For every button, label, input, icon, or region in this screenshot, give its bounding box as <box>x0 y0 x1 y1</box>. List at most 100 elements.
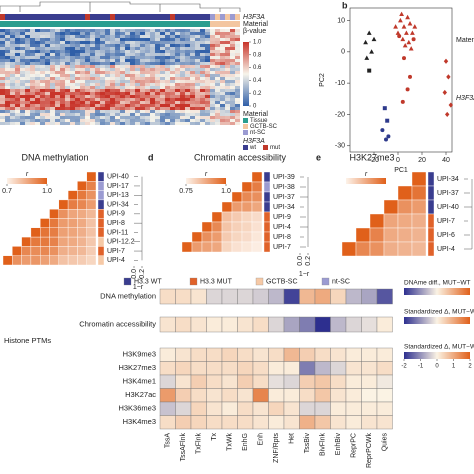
heatmap-cell <box>5 29 10 32</box>
heatmap-cell <box>50 80 55 83</box>
heatmap-cell <box>145 116 150 119</box>
heatmap-cell <box>125 32 130 35</box>
heatmap-cell <box>70 89 75 92</box>
heatmap-cell <box>220 74 225 77</box>
heatmap-cell <box>40 116 45 119</box>
heatmap-cell <box>175 35 180 38</box>
heatmap-cell <box>230 41 235 44</box>
heatmap-cell <box>220 38 225 41</box>
heatmap-cell <box>140 35 145 38</box>
heatmap-cell <box>159 288 176 305</box>
heatmap-cell <box>130 41 135 44</box>
correlation-cell <box>355 241 371 257</box>
plot-frame <box>349 7 453 153</box>
heatmap-cell <box>155 47 160 50</box>
heatmap-cell <box>65 56 70 59</box>
heatmap-cell <box>125 53 130 56</box>
correlation-cell <box>397 227 413 243</box>
heatmap-cell <box>237 316 254 333</box>
legend-label: GCTB-SC <box>266 278 298 285</box>
heatmap-cell <box>195 56 200 59</box>
heatmap-cell <box>155 32 160 35</box>
heatmap-cell <box>160 56 165 59</box>
heatmap-cell <box>160 95 165 98</box>
heatmap-cell <box>115 68 120 71</box>
heatmap-cell <box>95 98 100 101</box>
panel-letter: b <box>342 0 348 10</box>
point <box>386 134 391 139</box>
heatmap-cell <box>5 71 10 74</box>
heatmap-cell <box>95 113 100 116</box>
heatmap-cell <box>55 101 60 104</box>
heatmap-cell <box>110 104 115 107</box>
heatmap-cell <box>55 41 60 44</box>
heatmap-cell <box>100 29 105 32</box>
heatmap-cell <box>0 107 5 110</box>
heatmap-cell <box>100 38 105 41</box>
heatmap-cell <box>100 65 105 68</box>
heatmap-cell <box>140 44 145 47</box>
heatmap-cell <box>45 68 50 71</box>
heatmap-cell <box>90 104 95 107</box>
heatmap-cell <box>206 388 223 403</box>
heatmap-cell <box>95 74 100 77</box>
heatmap-cell <box>110 116 115 119</box>
colorbar-tick-label: 1 <box>452 364 456 370</box>
correlation-cell <box>221 221 233 233</box>
heatmap-cell <box>220 80 225 83</box>
heatmap-cell <box>70 68 75 71</box>
correlation-cell <box>77 255 87 266</box>
heatmap-cell <box>120 62 125 65</box>
heatmap-cell <box>170 29 175 32</box>
correlation-cell <box>30 227 41 238</box>
heatmap-cell <box>135 29 140 32</box>
heatmap-cell <box>115 89 120 92</box>
annotation-cell <box>80 14 85 20</box>
heatmap-cell <box>115 53 120 56</box>
heatmap-cell <box>210 92 215 95</box>
heatmap-cell <box>130 113 135 116</box>
heatmap-cell <box>75 65 80 68</box>
axis-label: 1−r <box>133 284 144 291</box>
heatmap-cell <box>25 44 30 47</box>
heatmap-cell <box>20 53 25 56</box>
heatmap-cell <box>185 122 190 125</box>
correlation-cell <box>241 211 253 223</box>
heatmap-cell <box>140 68 145 71</box>
heatmap-cell <box>100 89 105 92</box>
heatmap-cell <box>145 62 150 65</box>
heatmap-cell <box>25 53 30 56</box>
heatmap-cell <box>185 38 190 41</box>
heatmap-cell <box>120 119 125 122</box>
heatmap-cell <box>185 65 190 68</box>
heatmap-cell <box>140 89 145 92</box>
heatmap-cell <box>180 113 185 116</box>
heatmap-cell <box>195 38 200 41</box>
correlation-cell <box>12 246 22 256</box>
correlation-cell <box>397 241 413 257</box>
heatmap-cell <box>185 83 190 86</box>
group-strip <box>427 185 435 201</box>
heatmap-cell <box>85 53 90 56</box>
annotation-cell <box>20 14 25 20</box>
panel-title: H3K27me3 <box>349 152 394 162</box>
heatmap-cell <box>110 29 115 32</box>
heatmap-cell <box>105 101 110 104</box>
heatmap-cell <box>160 116 165 119</box>
annotation-label: β-value <box>243 28 266 35</box>
heatmap-cell <box>150 68 155 71</box>
heatmap-cell <box>185 59 190 62</box>
heatmap-cell <box>230 32 235 35</box>
heatmap-cell <box>30 47 35 50</box>
heatmap-cell <box>145 101 150 104</box>
heatmap-cell <box>100 59 105 62</box>
heatmap-cell <box>225 44 230 47</box>
heatmap-cell <box>120 104 125 107</box>
heatmap-cell <box>140 53 145 56</box>
heatmap-cell <box>140 77 145 80</box>
heatmap-cell <box>95 65 100 68</box>
heatmap-cell <box>70 95 75 98</box>
heatmap-cell <box>120 95 125 98</box>
heatmap-cell <box>220 86 225 89</box>
heatmap-cell <box>90 65 95 68</box>
